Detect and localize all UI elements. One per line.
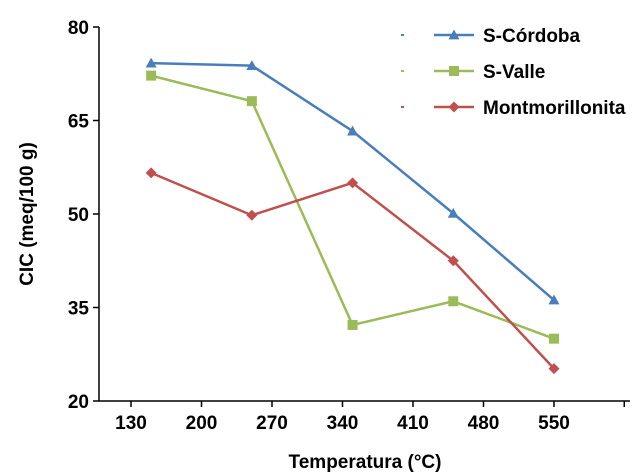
legend-marker — [448, 29, 460, 40]
x-tick-label: 480 — [468, 413, 500, 434]
series-1 — [146, 70, 559, 344]
ticks: 20 35 50 65 80 130 200 270 340 410 480 550 — [68, 18, 625, 434]
data-point — [347, 177, 359, 189]
legend: S-Córdoba S-Valle Montmorillonita — [401, 26, 626, 119]
data-point — [347, 125, 359, 136]
data-point — [447, 207, 459, 218]
series-2 — [145, 167, 560, 375]
x-tick-label: 410 — [397, 413, 429, 434]
legend-entry: Montmorillonita — [401, 98, 626, 119]
data-point — [548, 294, 560, 305]
y-tick-label: 50 — [68, 205, 89, 226]
y-tick-label: 35 — [68, 299, 90, 320]
data-point — [246, 96, 257, 107]
data-point — [347, 319, 358, 330]
data-point — [146, 70, 157, 81]
data-point — [246, 60, 258, 71]
legend-tick — [401, 70, 404, 72]
series-0 — [145, 57, 560, 305]
data-point — [246, 209, 258, 221]
legend-marker — [448, 101, 460, 113]
legend-marker — [449, 66, 459, 76]
x-tick-label: 270 — [256, 413, 288, 434]
legend-label: S-Valle — [483, 62, 545, 83]
x-axis-title: Temperatura (°C) — [289, 452, 442, 473]
y-axis-title: CIC (meq/100 g) — [17, 142, 38, 286]
data-point — [145, 57, 157, 68]
legend-entry: S-Córdoba — [401, 26, 581, 47]
data-point — [145, 167, 157, 179]
series-line — [150, 171, 555, 370]
series — [145, 57, 560, 375]
legend-entry: S-Valle — [401, 62, 545, 83]
data-point — [548, 363, 560, 375]
legend-label: S-Córdoba — [483, 26, 581, 47]
y-tick-label: 65 — [68, 112, 90, 133]
y-tick-label: 20 — [68, 392, 89, 413]
y-tick-label: 80 — [68, 18, 89, 39]
x-tick-label: 340 — [327, 413, 359, 434]
x-tick-label: 130 — [115, 413, 147, 434]
data-point — [447, 255, 459, 267]
legend-tick — [401, 34, 404, 36]
legend-label: Montmorillonita — [483, 98, 626, 119]
x-tick-label: 550 — [538, 413, 570, 434]
legend-tick — [401, 106, 404, 108]
data-point — [549, 333, 559, 344]
data-point — [448, 296, 459, 307]
x-tick-label: 200 — [186, 413, 218, 434]
